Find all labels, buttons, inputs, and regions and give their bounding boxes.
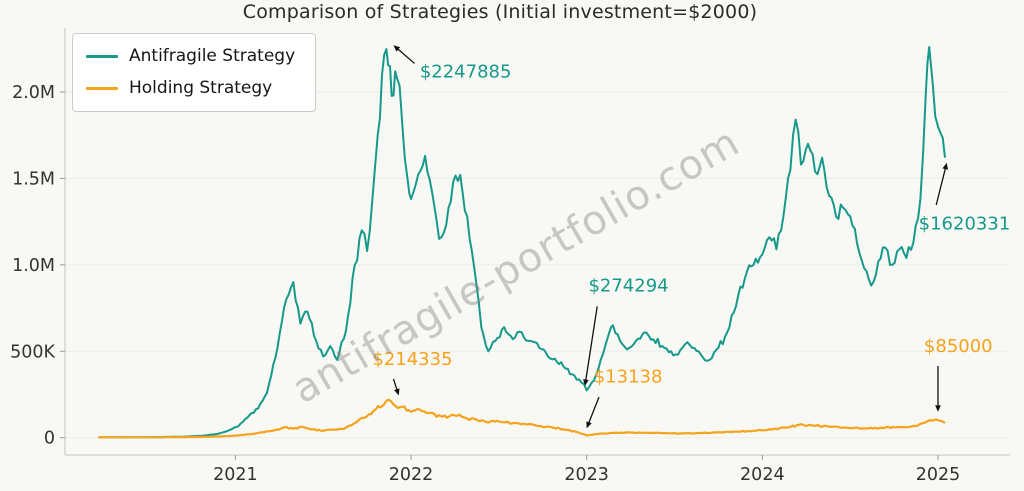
series-line-0 <box>98 46 946 439</box>
y-tick-label: 500K <box>10 342 55 362</box>
antifragile-line-swatch <box>86 54 118 58</box>
x-tick-label: 2021 <box>213 465 258 485</box>
legend-item-antifragile: Antifragile Strategy <box>86 46 295 66</box>
annotation-arrowhead <box>393 45 401 52</box>
annotation-label: $85000 <box>924 336 993 357</box>
x-tick-label: 2023 <box>564 465 609 485</box>
y-tick-label: 1.0M <box>12 256 55 276</box>
annotation-arrow <box>935 166 947 206</box>
annotation-arrow <box>587 396 600 425</box>
annotation-label: $274294 <box>588 276 668 297</box>
y-tick-label: 1.5M <box>12 169 55 189</box>
chart-title: Comparison of Strategies (Initial invest… <box>242 1 758 23</box>
annotation-label: $1620331 <box>919 213 1011 234</box>
y-tick-label: 0 <box>44 429 55 449</box>
x-tick-label: 2025 <box>916 465 961 485</box>
x-tick-label: 2024 <box>740 465 785 485</box>
holding-line-swatch <box>86 86 118 90</box>
legend-label-holding: Holding Strategy <box>129 78 273 98</box>
y-tick-label: 2.0M <box>12 83 55 103</box>
annotation-label: $13138 <box>594 366 663 387</box>
legend: Antifragile Strategy Holding Strategy <box>72 33 317 112</box>
annotation-arrow <box>396 47 415 64</box>
annotation-arrowhead <box>583 379 589 386</box>
annotation-arrowhead <box>586 421 592 429</box>
annotation-label: $214335 <box>372 349 452 370</box>
annotation-label: $2247885 <box>420 61 512 82</box>
annotation-arrowhead <box>935 405 941 412</box>
series-line-1 <box>98 398 946 439</box>
legend-item-holding: Holding Strategy <box>86 78 295 98</box>
annotation-arrowhead <box>942 162 948 170</box>
annotation-arrow <box>584 306 598 382</box>
annotation-arrowhead <box>394 388 400 396</box>
x-tick-label: 2022 <box>389 465 434 485</box>
legend-label-antifragile: Antifragile Strategy <box>129 46 296 66</box>
